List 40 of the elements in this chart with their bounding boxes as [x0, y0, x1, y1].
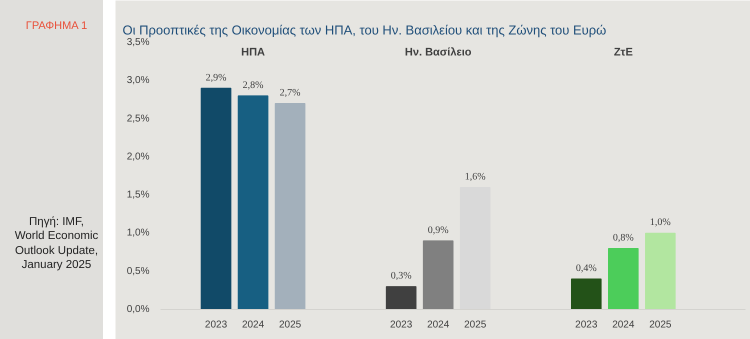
annotation: ΖτΕ	[614, 46, 633, 58]
y-tick-label: 0,0%	[126, 304, 150, 315]
bar	[645, 232, 676, 310]
bar	[200, 88, 232, 310]
data-label: 2,9%	[206, 72, 226, 84]
y-tick-label: 1,5%	[126, 190, 150, 201]
x-tick-label: 2025	[464, 320, 487, 330]
annotation: ΗΠΑ	[241, 46, 266, 58]
bar	[274, 103, 306, 310]
data-label: 0,8%	[612, 232, 634, 244]
data-label: 0,3%	[390, 270, 412, 282]
x-tick-label: 2023	[390, 320, 413, 330]
data-label: 0,9%	[428, 224, 449, 236]
annotation: Ην. Βασίλειο	[404, 46, 472, 58]
data-label: 2,8%	[242, 80, 264, 91]
x-tick-label: 2023	[575, 320, 598, 330]
text: ΓΡΑΦΗΜΑ 1	[26, 19, 88, 34]
data-label: 2,7%	[280, 88, 301, 99]
x-tick-label: 2025	[278, 320, 302, 330]
data-label: 0,4%	[576, 262, 597, 274]
text: Πηγή: IMF, World Economic Outlook Update, January 2025	[14, 215, 98, 272]
y-tick-label: 3,5%	[126, 37, 150, 48]
x-tick-label: 2024	[242, 320, 265, 330]
y-tick-label: 3,0%	[126, 75, 150, 86]
y-tick-label: 2,5%	[126, 113, 150, 124]
chart-title: Οι Προοπτικές της Οικονομίας των ΗΠΑ, του Ην. Βασιλείου και της Ζώνης του Ευρώ	[122, 22, 606, 38]
bar	[422, 240, 454, 310]
x-tick-label: 2023	[204, 320, 228, 330]
x-tick-label: 2025	[649, 320, 672, 330]
y-tick-label: 0,5%	[126, 266, 150, 277]
bar	[608, 248, 639, 310]
data-label: 1,6%	[464, 171, 486, 182]
x-tick-label: 2024	[612, 320, 635, 330]
bar	[238, 95, 268, 310]
x-tick-label: 2024	[427, 320, 450, 330]
y-tick-label: 2,0%	[126, 151, 150, 162]
bar	[570, 278, 602, 310]
bar	[386, 286, 416, 310]
data-label: 1,0%	[650, 217, 671, 228]
y-tick-label: 1,0%	[126, 228, 150, 239]
